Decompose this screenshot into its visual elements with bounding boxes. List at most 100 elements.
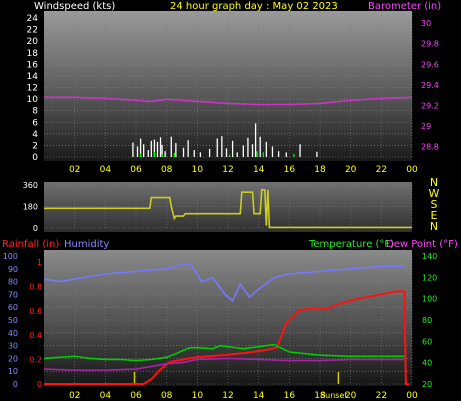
panel-rain-bg	[44, 250, 412, 386]
x-tick-label: 12	[222, 165, 233, 175]
barometer-line	[44, 96, 413, 106]
x-tick-label: 14	[253, 165, 265, 175]
x-tick-label: 10	[192, 391, 204, 401]
humidity-tick-label: 0	[13, 380, 18, 389]
rainfall-line	[44, 290, 409, 385]
x-tick-label: 18	[314, 165, 326, 175]
direction-tick-label: 360	[23, 181, 38, 190]
compass-label: E	[431, 209, 438, 222]
windspeed-tick-label: 14	[27, 72, 39, 82]
temperature-axis-title: Temperature (°F)	[308, 239, 394, 250]
rain-tick-label: 0.2	[29, 356, 42, 365]
compass-label: W	[429, 187, 440, 200]
windspeed-tick-label: 12	[27, 84, 38, 94]
dewpoint-axis-title: Dew Point (°F)	[386, 239, 458, 250]
windspeed-barometer-series	[44, 96, 413, 157]
windspeed-axis-title: Windspeed (kts)	[34, 1, 115, 12]
humidity-tick-label: 30	[8, 342, 18, 351]
humidity-tick-label: 80	[8, 278, 18, 287]
graph-title: 24 hour graph day : May 02 2023	[170, 1, 338, 12]
humidity-tick-label: 50	[8, 316, 18, 325]
rain-x-axis: 02 04 06 08 10 12 14 16 18 20 22 00 Sunset	[69, 391, 418, 401]
x-tick-label: 08	[161, 391, 173, 401]
x-tick-label: 16	[284, 391, 296, 401]
compass-label: N	[430, 176, 438, 189]
windspeed-tick-label: 0	[32, 153, 38, 163]
rain-tick-label: 1	[37, 258, 42, 267]
x-tick-label: 08	[161, 165, 173, 175]
sunset-label: Sunset	[320, 391, 347, 400]
windspeed-x-axis: 02 04 06 08 10 12 14 16 18 20 22 00	[69, 165, 418, 175]
x-tick-label: 04	[100, 391, 112, 401]
windspeed-tick-label: 22	[27, 26, 38, 36]
windspeed-tick-label: 6	[32, 118, 38, 128]
barometer-tick-label: 29.8	[421, 40, 439, 49]
rain-tick-label: 0.4	[29, 331, 42, 340]
humidity-axis-title: Humidity	[64, 239, 109, 250]
windspeed-tick-label: 24	[27, 14, 39, 24]
temperature-axis-ticks: 140 120 100 80 60 40 20	[422, 252, 437, 389]
x-tick-label: 20	[345, 165, 357, 175]
barometer-axis-ticks: 30 29.8 29.6 29.4 29.2 29 28.8	[421, 19, 439, 152]
windspeed-tick-label: 16	[27, 60, 39, 70]
humidity-tick-label: 20	[8, 354, 18, 363]
barometer-axis-title: Barometer (in)	[368, 1, 441, 12]
humidity-line	[43, 262, 405, 303]
x-tick-label: 04	[100, 165, 112, 175]
x-tick-label: 06	[130, 165, 142, 175]
temperature-tick-label: 140	[422, 252, 437, 261]
x-tick-label: 18	[314, 391, 326, 401]
temperature-tick-label: 60	[422, 337, 432, 346]
barometer-tick-label: 29.4	[421, 81, 439, 90]
barometer-tick-label: 28.8	[421, 143, 439, 152]
rain-humidity-temp-series	[43, 262, 409, 385]
temperature-tick-label: 100	[422, 295, 437, 304]
panel-windspeed-grid	[44, 12, 413, 158]
temperature-line	[43, 343, 405, 362]
x-tick-label: 12	[222, 391, 233, 401]
windspeed-tick-label: 10	[27, 95, 39, 105]
x-tick-label: 10	[192, 165, 204, 175]
x-tick-label: 16	[284, 165, 296, 175]
x-tick-label: 02	[69, 391, 80, 401]
direction-tick-label: 0	[33, 224, 38, 233]
humidity-tick-label: 10	[8, 367, 18, 376]
humidity-tick-label: 100	[3, 252, 18, 261]
x-tick-label: 22	[376, 391, 387, 401]
x-tick-label: 14	[253, 391, 265, 401]
direction-line	[44, 188, 412, 229]
x-tick-label: 02	[69, 165, 80, 175]
x-tick-label: 00	[406, 165, 418, 175]
humidity-tick-label: 60	[8, 303, 18, 312]
windspeed-tick-label: 2	[32, 141, 38, 151]
humidity-tick-label: 40	[8, 329, 18, 338]
dew-point-line	[43, 357, 405, 371]
x-tick-label: 00	[406, 391, 418, 401]
windspeed-tick-label: 8	[32, 107, 38, 117]
compass-label: S	[431, 198, 438, 211]
barometer-tick-label: 29.6	[421, 60, 439, 69]
temperature-tick-label: 40	[422, 359, 432, 368]
rain-tick-label: 0	[37, 380, 42, 389]
x-tick-label: 22	[376, 165, 387, 175]
direction-axis-ticks: 360 180 0	[23, 181, 38, 233]
x-tick-label: 20	[345, 391, 357, 401]
barometer-tick-label: 30	[421, 19, 431, 28]
rain-tick-label: 0.6	[29, 307, 42, 316]
x-tick-label: 06	[130, 391, 142, 401]
direction-series	[44, 188, 412, 229]
temperature-tick-label: 20	[422, 380, 432, 389]
compass-label: N	[430, 220, 438, 233]
humidity-tick-label: 70	[8, 290, 18, 299]
temperature-tick-label: 80	[422, 316, 432, 325]
temperature-tick-label: 120	[422, 273, 437, 282]
barometer-tick-label: 29	[421, 122, 431, 131]
rainfall-axis-title: Rainfall (in)	[2, 239, 59, 250]
humidity-tick-label: 90	[8, 265, 18, 274]
